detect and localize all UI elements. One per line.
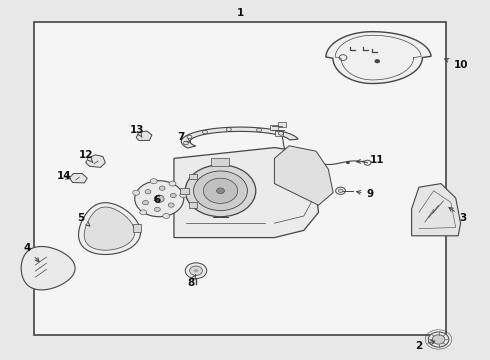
Text: 13: 13 xyxy=(130,125,145,138)
Bar xyxy=(211,158,229,166)
Circle shape xyxy=(169,181,176,186)
Circle shape xyxy=(203,178,238,203)
Circle shape xyxy=(140,210,147,215)
Polygon shape xyxy=(181,127,298,148)
Circle shape xyxy=(432,335,445,344)
Text: 1: 1 xyxy=(237,8,244,18)
Polygon shape xyxy=(84,207,135,250)
Bar xyxy=(275,131,283,136)
Text: 8: 8 xyxy=(188,275,196,288)
Text: 7: 7 xyxy=(177,132,191,142)
Circle shape xyxy=(159,186,165,190)
Circle shape xyxy=(185,165,256,217)
Text: 5: 5 xyxy=(77,213,90,226)
Polygon shape xyxy=(412,184,461,236)
Circle shape xyxy=(163,213,170,219)
Bar xyxy=(278,122,286,127)
Text: 3: 3 xyxy=(449,207,466,223)
Circle shape xyxy=(180,193,187,198)
Bar xyxy=(133,224,141,232)
Circle shape xyxy=(375,59,380,63)
Circle shape xyxy=(143,201,148,205)
Circle shape xyxy=(133,190,140,195)
Circle shape xyxy=(217,188,224,194)
Circle shape xyxy=(171,193,176,198)
Text: 6: 6 xyxy=(153,195,160,205)
Polygon shape xyxy=(21,247,75,290)
Circle shape xyxy=(135,181,184,217)
Text: 14: 14 xyxy=(56,171,71,181)
Polygon shape xyxy=(274,146,333,205)
Circle shape xyxy=(145,190,151,194)
Circle shape xyxy=(194,171,247,211)
Circle shape xyxy=(190,266,202,275)
Text: 9: 9 xyxy=(357,189,373,199)
Bar xyxy=(189,174,197,179)
Circle shape xyxy=(150,179,157,184)
Polygon shape xyxy=(174,148,318,238)
Polygon shape xyxy=(136,131,152,140)
Circle shape xyxy=(346,161,350,164)
Bar xyxy=(189,202,197,208)
Bar xyxy=(34,22,446,335)
Polygon shape xyxy=(326,32,431,84)
Bar xyxy=(270,125,278,130)
Circle shape xyxy=(154,195,164,202)
Circle shape xyxy=(154,207,160,212)
Text: 2: 2 xyxy=(416,341,435,351)
Circle shape xyxy=(338,189,343,193)
Text: 11: 11 xyxy=(357,155,385,165)
Bar xyxy=(180,188,189,194)
Text: 10: 10 xyxy=(444,58,468,70)
Polygon shape xyxy=(70,174,87,183)
Polygon shape xyxy=(86,155,105,167)
Text: 12: 12 xyxy=(78,150,93,163)
Circle shape xyxy=(168,203,174,207)
Circle shape xyxy=(185,263,207,279)
Text: 4: 4 xyxy=(23,243,39,262)
Circle shape xyxy=(194,269,198,273)
Polygon shape xyxy=(78,203,141,255)
Circle shape xyxy=(428,332,449,347)
